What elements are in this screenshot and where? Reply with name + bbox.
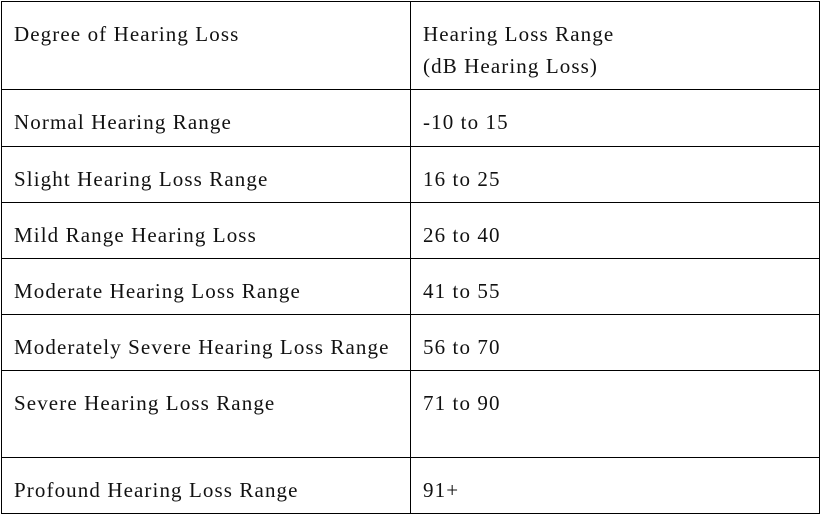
table-cell: Mild Range Hearing Loss [1, 202, 411, 259]
header-row: Degree of Hearing Loss Hearing Loss Range… [1, 1, 820, 90]
table-row: Mild Range Hearing Loss 26 to 40 [1, 202, 820, 259]
table-row: Profound Hearing Loss Range 91+ [1, 457, 820, 514]
table-cell: 71 to 90 [410, 370, 820, 458]
header-text: Hearing Loss Range [423, 22, 615, 46]
header-cell: Degree of Hearing Loss [1, 1, 411, 90]
table-cell: Severe Hearing Loss Range [1, 370, 411, 458]
table-cell: Moderately Severe Hearing Loss Range [1, 314, 411, 371]
table-cell: -10 to 15 [410, 89, 820, 147]
table-row: Slight Hearing Loss Range 16 to 25 [1, 146, 820, 203]
table-cell: Slight Hearing Loss Range [1, 146, 411, 203]
table-cell: 26 to 40 [410, 202, 820, 259]
table-row: Moderate Hearing Loss Range 41 to 55 [1, 258, 820, 315]
header-cell: Hearing Loss Range (dB Hearing Loss) [410, 1, 820, 90]
table-cell: 16 to 25 [410, 146, 820, 203]
table-cell: 91+ [410, 457, 820, 514]
table-row: Normal Hearing Range -10 to 15 [1, 89, 820, 147]
table-cell: Profound Hearing Loss Range [1, 457, 411, 514]
table-row: Moderately Severe Hearing Loss Range 56 t… [1, 314, 820, 371]
table-cell: Moderate Hearing Loss Range [1, 258, 411, 315]
table-row: Severe Hearing Loss Range 71 to 90 [1, 370, 820, 458]
table-cell: 56 to 70 [410, 314, 820, 371]
table-cell: 41 to 55 [410, 258, 820, 315]
table-cell: Normal Hearing Range [1, 89, 411, 147]
header-text: (dB Hearing Loss) [423, 54, 599, 78]
header-text: Degree of Hearing Loss [14, 22, 240, 46]
